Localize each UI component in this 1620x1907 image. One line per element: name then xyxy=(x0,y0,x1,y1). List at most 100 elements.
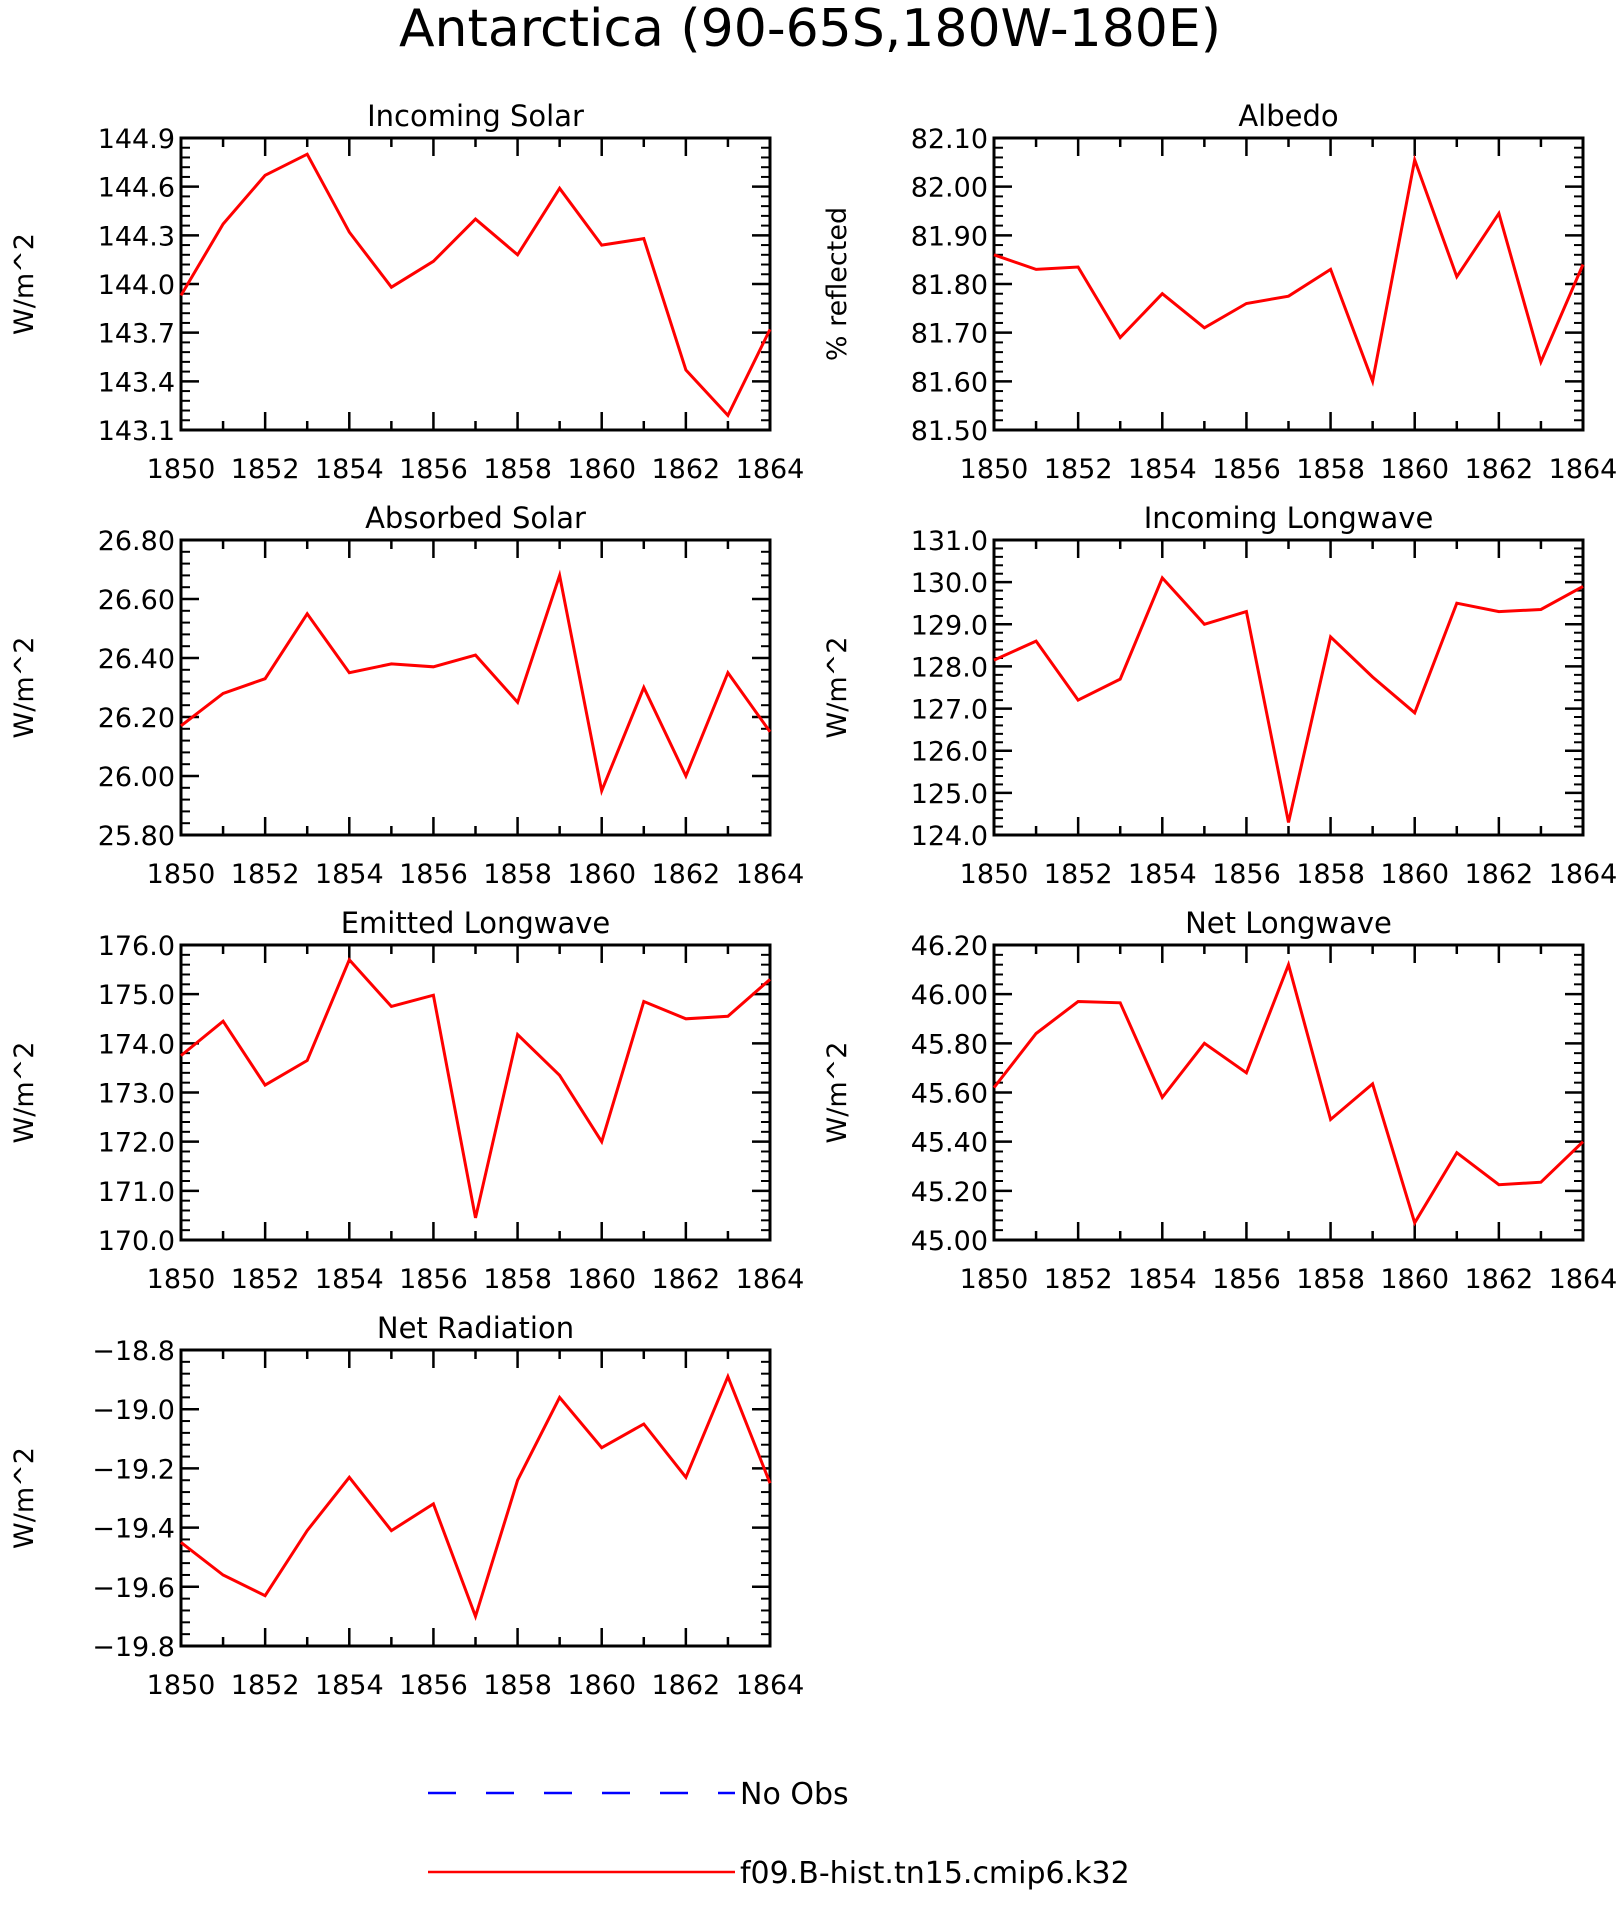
net-radiation-ylabel: W/m^2 xyxy=(9,1447,40,1549)
albedo-panel: 1850 1852 1854 1856 1858 1860 1862 1864 81.50 81.… xyxy=(822,99,1617,485)
net-longwave-ylabel: W/m^2 xyxy=(822,1042,853,1144)
incoming-solar-ytick-label: 144.9 xyxy=(98,124,175,155)
incoming-longwave-ytick-label: 127.0 xyxy=(911,695,988,726)
emitted-longwave-ylabel: W/m^2 xyxy=(9,1042,40,1144)
net-longwave-xtick-label: 1850 xyxy=(960,1264,1029,1295)
net-radiation-ytick-label: −19.0 xyxy=(92,1395,175,1426)
albedo-xtick-label: 1852 xyxy=(1044,454,1113,485)
absorbed-solar-ytick-label: 26.20 xyxy=(98,703,175,734)
incoming-solar-title: Incoming Solar xyxy=(367,99,584,133)
legend: No Obs f09.B-hist.tn15.cmip6.k32 xyxy=(428,1777,1130,1891)
incoming-solar-ylabel: W/m^2 xyxy=(9,233,40,335)
incoming-solar-xtick-label: 1864 xyxy=(736,454,805,485)
absorbed-solar-ytick-label: 25.80 xyxy=(98,821,175,852)
albedo-ytick-label: 81.70 xyxy=(911,319,988,350)
panels-group: 1850 1852 1854 1856 1858 1860 1862 1864 143.1 143… xyxy=(9,99,1617,1701)
albedo-xtick-label: 1860 xyxy=(1380,454,1449,485)
net-longwave-ytick-label: 46.00 xyxy=(911,980,988,1011)
net-longwave-panel: 1850 1852 1854 1856 1858 1860 1862 1864 45.00 45.… xyxy=(822,906,1617,1295)
incoming-solar-ytick-label: 143.7 xyxy=(98,319,175,350)
incoming-solar-plot-frame xyxy=(179,136,772,432)
net-longwave-xtick-label: 1858 xyxy=(1296,1264,1365,1295)
incoming-longwave-ytick-label: 131.0 xyxy=(911,526,988,557)
net-longwave-series-line xyxy=(992,959,1585,1227)
absorbed-solar-ylabel: W/m^2 xyxy=(9,637,40,739)
absorbed-solar-xtick-label: 1858 xyxy=(483,859,552,890)
incoming-longwave-ytick-label: 125.0 xyxy=(911,779,988,810)
net-radiation-xtick-label: 1850 xyxy=(147,1670,216,1701)
albedo-series-line xyxy=(993,154,1585,387)
incoming-longwave-ytick-label: 129.0 xyxy=(911,610,988,641)
net-longwave-xtick-label: 1854 xyxy=(1128,1264,1197,1295)
legend-label-f09-b-hist-tn15-cmip6-k32: f09.B-hist.tn15.cmip6.k32 xyxy=(740,1856,1130,1891)
albedo-ytick-label: 82.00 xyxy=(911,173,988,204)
incoming-longwave-xtick-label: 1852 xyxy=(1044,859,1113,890)
emitted-longwave-series-line xyxy=(180,957,771,1219)
incoming-solar-ytick-label: 144.6 xyxy=(98,173,175,204)
absorbed-solar-ytick-label: 26.80 xyxy=(98,526,175,557)
emitted-longwave-xtick-label: 1852 xyxy=(231,1264,300,1295)
emitted-longwave-ytick-label: 171.0 xyxy=(98,1177,175,1208)
absorbed-solar-xtick-label: 1850 xyxy=(147,859,216,890)
incoming-solar-xtick-label: 1862 xyxy=(651,454,720,485)
net-longwave-title: Net Longwave xyxy=(1185,906,1392,940)
absorbed-solar-ytick-label: 26.60 xyxy=(98,585,175,616)
albedo-xtick-label: 1858 xyxy=(1296,454,1365,485)
incoming-solar-xtick-label: 1860 xyxy=(567,454,636,485)
emitted-longwave-xtick-label: 1860 xyxy=(567,1264,636,1295)
net-longwave-ytick-label: 45.60 xyxy=(911,1079,988,1110)
emitted-longwave-ytick-label: 173.0 xyxy=(98,1079,175,1110)
emitted-longwave-xtick-label: 1862 xyxy=(651,1264,720,1295)
albedo-title: Albedo xyxy=(1238,99,1338,133)
emitted-longwave-title: Emitted Longwave xyxy=(341,906,611,940)
incoming-longwave-xtick-label: 1862 xyxy=(1464,859,1533,890)
incoming-solar-ytick-label: 144.3 xyxy=(98,221,175,252)
net-longwave-xtick-label: 1864 xyxy=(1549,1264,1618,1295)
incoming-longwave-xtick-label: 1860 xyxy=(1380,859,1449,890)
albedo-plot-frame xyxy=(992,136,1585,432)
absorbed-solar-xtick-label: 1864 xyxy=(736,859,805,890)
net-radiation-title: Net Radiation xyxy=(377,1311,574,1345)
net-longwave-ytick-label: 46.20 xyxy=(911,931,988,962)
absorbed-solar-title: Absorbed Solar xyxy=(365,501,586,535)
incoming-solar-xtick-label: 1858 xyxy=(483,454,552,485)
net-radiation-ytick-label: −19.6 xyxy=(92,1573,175,1604)
net-radiation-series-line xyxy=(180,1372,772,1622)
absorbed-solar-xtick-label: 1852 xyxy=(231,859,300,890)
net-longwave-ytick-label: 45.00 xyxy=(911,1226,988,1257)
incoming-longwave-xtick-label: 1858 xyxy=(1296,859,1365,890)
albedo-ytick-label: 82.10 xyxy=(911,124,988,155)
net-radiation-xtick-label: 1864 xyxy=(736,1670,805,1701)
emitted-longwave-xtick-label: 1858 xyxy=(483,1264,552,1295)
net-radiation-xtick-label: 1856 xyxy=(399,1670,468,1701)
net-radiation-ytick-label: −18.8 xyxy=(92,1336,175,1367)
net-longwave-ytick-label: 45.40 xyxy=(911,1128,988,1159)
net-radiation-xtick-label: 1862 xyxy=(651,1670,720,1701)
absorbed-solar-xtick-label: 1856 xyxy=(399,859,468,890)
emitted-longwave-xtick-label: 1856 xyxy=(399,1264,468,1295)
net-radiation-xtick-label: 1860 xyxy=(567,1670,636,1701)
albedo-xtick-label: 1856 xyxy=(1212,454,1281,485)
incoming-longwave-xtick-label: 1850 xyxy=(960,859,1029,890)
albedo-ytick-label: 81.80 xyxy=(911,270,988,301)
incoming-longwave-title: Incoming Longwave xyxy=(1144,501,1434,535)
emitted-longwave-xtick-label: 1854 xyxy=(315,1264,384,1295)
incoming-solar-xtick-label: 1850 xyxy=(147,454,216,485)
absorbed-solar-panel: 1850 1852 1854 1856 1858 1860 1862 1864 25.80 26.… xyxy=(9,501,804,890)
net-radiation-xtick-label: 1852 xyxy=(231,1670,300,1701)
net-radiation-plot-frame xyxy=(179,1348,772,1648)
incoming-solar-xtick-label: 1852 xyxy=(231,454,300,485)
absorbed-solar-xtick-label: 1862 xyxy=(651,859,720,890)
incoming-solar-series-line xyxy=(179,152,772,419)
absorbed-solar-xtick-label: 1860 xyxy=(567,859,636,890)
absorbed-solar-ytick-label: 26.40 xyxy=(98,644,175,675)
incoming-longwave-xtick-label: 1864 xyxy=(1549,859,1618,890)
incoming-longwave-ytick-label: 126.0 xyxy=(911,737,988,768)
net-radiation-ytick-label: −19.8 xyxy=(92,1632,175,1663)
incoming-solar-ytick-label: 144.0 xyxy=(98,270,175,301)
legend-label-no-obs: No Obs xyxy=(740,1777,849,1812)
incoming-longwave-ytick-label: 128.0 xyxy=(911,652,988,683)
albedo-xtick-label: 1862 xyxy=(1464,454,1533,485)
incoming-solar-ytick-label: 143.4 xyxy=(98,367,175,398)
